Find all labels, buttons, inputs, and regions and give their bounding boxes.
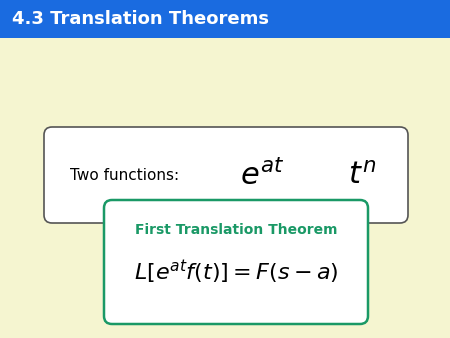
Text: $t^n$: $t^n$ <box>348 161 376 190</box>
FancyBboxPatch shape <box>44 127 408 223</box>
Text: First Translation Theorem: First Translation Theorem <box>135 223 337 237</box>
Text: $e^{at}$: $e^{at}$ <box>240 159 284 191</box>
FancyBboxPatch shape <box>104 200 368 324</box>
Text: Two functions:: Two functions: <box>70 168 179 183</box>
Text: 4.3 Translation Theorems: 4.3 Translation Theorems <box>12 10 269 28</box>
FancyBboxPatch shape <box>0 0 450 38</box>
Text: $L[e^{at}f(t)]=F(s-a)$: $L[e^{at}f(t)]=F(s-a)$ <box>134 258 338 286</box>
